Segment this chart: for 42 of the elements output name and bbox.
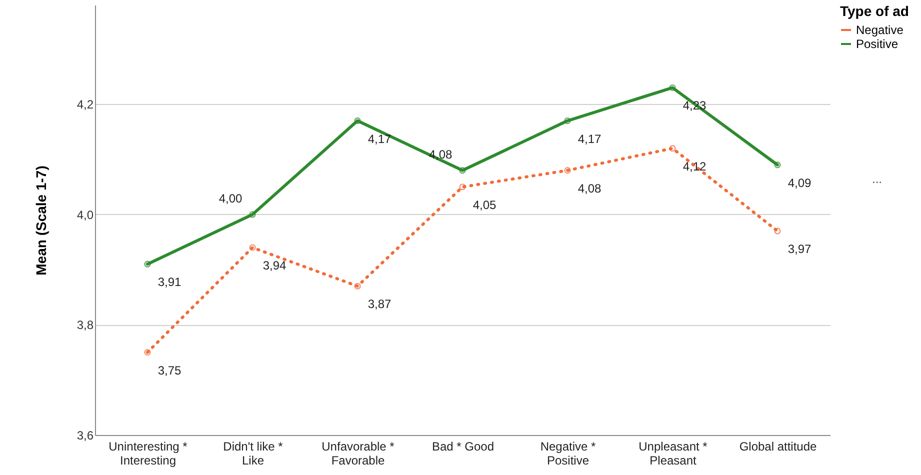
point — [669, 145, 676, 152]
legend-title: Type of ad — [840, 3, 909, 19]
point — [669, 84, 676, 92]
data-label: 4,05 — [472, 198, 496, 212]
data-label: 4,00 — [218, 191, 242, 206]
point — [354, 282, 361, 290]
y-axis-title: Mean (Scale 1-7) — [32, 166, 49, 276]
x-tick-label: Unpleasant * Pleasant — [638, 440, 708, 468]
x-tick-label: Bad * Good — [432, 440, 494, 454]
x-tick-label: Negative * Positive — [540, 440, 596, 468]
data-label: 3,87 — [368, 297, 392, 312]
x-tick-label: Uninteresting * Interesting — [108, 440, 188, 468]
point — [564, 167, 571, 174]
y-tick-label: 4,0 — [76, 208, 94, 222]
data-label: 4,08 — [578, 181, 602, 196]
x-tick-label: Unfavorable * Favorable — [322, 440, 395, 468]
y-tick-label: 4,2 — [76, 98, 94, 112]
data-label: 4,17 — [368, 132, 392, 146]
x-tick-label: Global attitude — [739, 440, 818, 454]
point — [459, 184, 466, 190]
point — [774, 228, 781, 234]
data-label: 3,97 — [788, 242, 812, 256]
data-label: 3,91 — [158, 275, 182, 290]
legend-label: Negative — [856, 23, 904, 37]
y-tick-label: 3,6 — [76, 428, 94, 442]
data-label: 4,08 — [428, 147, 452, 162]
data-label: 4,17 — [578, 132, 602, 146]
point — [249, 244, 256, 251]
point — [564, 117, 571, 124]
y-tick-label: 3,8 — [76, 318, 94, 332]
point — [774, 162, 781, 168]
point — [249, 211, 256, 218]
legend-label: Positive — [856, 37, 898, 51]
data-label: 3,94 — [262, 258, 286, 273]
point — [144, 260, 151, 268]
text: ... — [872, 172, 882, 186]
point — [144, 348, 151, 356]
point — [354, 117, 361, 124]
data-label: 3,75 — [158, 363, 182, 378]
data-label: 4,09 — [788, 176, 812, 190]
point — [459, 167, 466, 174]
x-tick-label: Didn't like * Like — [223, 440, 284, 468]
